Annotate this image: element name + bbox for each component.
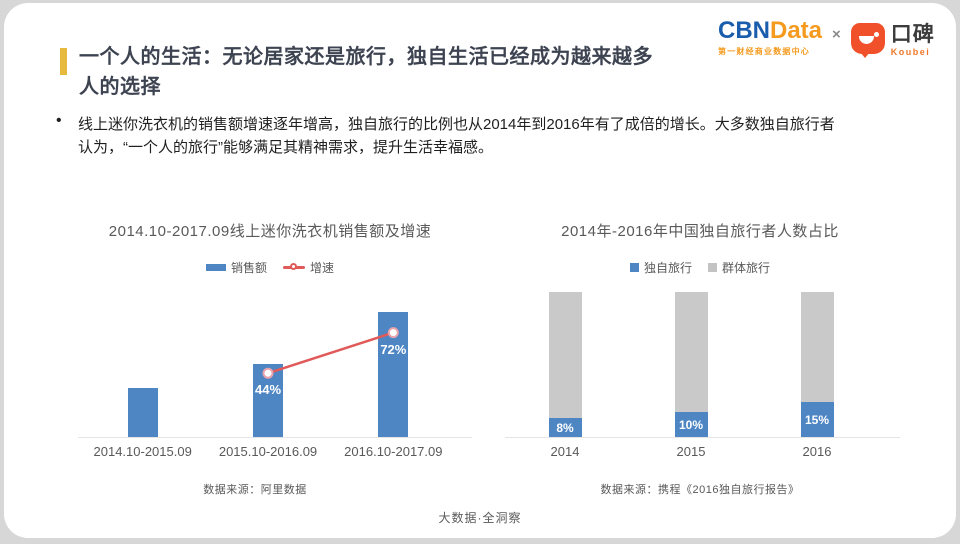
x-axis-label: 2016	[802, 444, 832, 459]
cbndata-wordmark: CBNData	[718, 19, 822, 43]
brand-separator: ×	[832, 25, 841, 43]
solo-share-label: 8%	[556, 420, 574, 435]
legend-group-label: 群体旅行	[722, 261, 771, 275]
x-axis-label: 2015	[676, 444, 706, 459]
legend-sales-label: 销售额	[230, 261, 267, 275]
legend-growth: 增速	[283, 259, 334, 276]
koubei-logo: 口碑 Koubei	[850, 20, 935, 58]
summary-line2: 认为，“一个人的旅行”能够满足其精神需求，提升生活幸福感。	[78, 139, 493, 156]
sales-bar	[127, 388, 158, 437]
right-chart-title: 2014年-2016年中国独自旅行者人数占比	[561, 223, 839, 240]
koubei-cn-text: 口碑	[890, 22, 935, 46]
right-chart-legend: 独自旅行 群体旅行	[510, 259, 890, 276]
koubei-smile-icon	[850, 22, 885, 58]
summary-line1: 线上迷你洗衣机的销售额增速逐年增高，独自旅行的比例也从2014年到2016年有了…	[78, 116, 835, 133]
bullet-marker: •	[56, 112, 62, 129]
x-axis-label: 2016.10-2017.09	[344, 444, 443, 459]
cbn-text: CBN	[718, 17, 770, 44]
growth-value-label: 72%	[380, 341, 407, 357]
page-title: 一个人的生活：无论居家还是旅行，独自生活已经成为越来越多 人的选择	[79, 42, 879, 102]
solo-travel-bar	[800, 402, 834, 437]
koubei-en-text: Koubei	[890, 46, 931, 57]
eye-dot	[873, 31, 879, 37]
left-chart-axis	[78, 437, 472, 438]
x-axis-label: 2015.10-2016.09	[218, 444, 318, 459]
page-title-line1: 一个人的生活：无论居家还是旅行，独自生活已经成为越来越多	[79, 46, 653, 68]
right-chart-plot: 8% 10% 15%	[502, 292, 880, 437]
growth-line	[262, 327, 399, 379]
growth-marker-dot	[290, 263, 297, 270]
page-title-line2: 人的选择	[79, 76, 161, 98]
cbndata-subtitle: 第一财经商业数据中心	[718, 47, 810, 56]
legend-growth-label: 增速	[310, 261, 335, 275]
left-chart-plot: 44% 72%	[80, 292, 456, 437]
slide-card	[4, 3, 956, 538]
x-axis-label: 2014	[550, 444, 580, 459]
right-chart-source: 数据来源：携程《2016独自旅行报告》	[600, 484, 800, 496]
solo-travel-bar	[548, 418, 582, 437]
summary-text: 线上迷你洗衣机的销售额增速逐年增高，独自旅行的比例也从2014年到2016年有了…	[78, 113, 898, 159]
x-axis-label: 2014.10-2015.09	[93, 444, 192, 459]
left-chart-source: 数据来源：阿里数据	[203, 484, 307, 496]
legend-group: 群体旅行	[708, 259, 770, 276]
legend-solo: 独自旅行	[629, 259, 692, 276]
growth-point-marker	[262, 367, 274, 379]
left-chart-legend: 销售额 增速	[80, 259, 460, 276]
growth-point-marker	[387, 327, 399, 339]
brand-logos: CBNData 第一财经商业数据中心 × 口碑 Koubei	[718, 16, 935, 60]
right-chart-axis	[505, 437, 900, 438]
slide-footer: 大数据·全洞察	[438, 511, 522, 525]
growth-value-label: 44%	[254, 382, 282, 398]
data-text: Data	[770, 17, 823, 44]
bubble-tail	[859, 51, 870, 58]
solo-travel-bar	[674, 412, 708, 437]
solo-swatch	[629, 263, 639, 272]
group-swatch	[708, 263, 717, 272]
cbndata-logo: CBNData 第一财经商业数据中心	[718, 19, 822, 57]
legend-solo-label: 独自旅行	[643, 261, 692, 275]
solo-share-label: 10%	[678, 417, 704, 432]
growth-swatch	[283, 263, 305, 270]
title-accent-bar	[60, 48, 67, 75]
smile-shape	[858, 35, 874, 44]
left-chart-title: 2014.10-2017.09线上迷你洗衣机销售额及增速	[108, 223, 432, 240]
sales-swatch	[205, 264, 226, 271]
solo-share-label: 15%	[804, 412, 830, 427]
koubei-wordmark: 口碑 Koubei	[891, 20, 935, 57]
legend-sales: 销售额	[205, 259, 267, 276]
group-travel-bar	[548, 292, 582, 437]
